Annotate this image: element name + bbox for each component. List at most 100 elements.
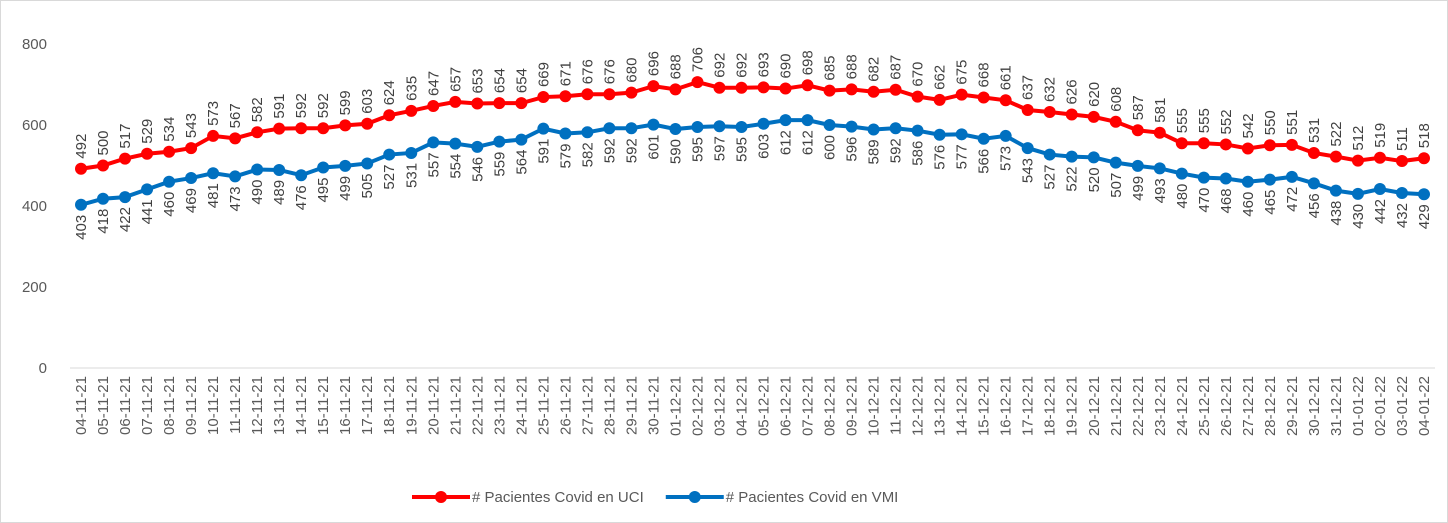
data-label: 442 <box>1372 199 1389 224</box>
x-tick-label: 04-12-21 <box>733 376 750 436</box>
x-tick-label: 27-11-21 <box>579 376 596 435</box>
x-tick-label: 30-12-21 <box>1306 376 1323 436</box>
point <box>251 163 264 176</box>
x-tick-label: 20-11-21 <box>425 376 442 435</box>
data-label: 599 <box>337 90 354 115</box>
data-label: 669 <box>535 62 552 87</box>
data-label: 490 <box>249 180 266 205</box>
point <box>163 145 176 158</box>
data-label: 592 <box>623 138 640 163</box>
data-label: 706 <box>689 47 706 72</box>
x-tick-label: 03-12-21 <box>711 376 728 436</box>
point <box>163 175 176 188</box>
x-tick-label: 18-11-21 <box>381 376 398 435</box>
y-tick-label: 800 <box>22 36 47 53</box>
point <box>1021 142 1034 155</box>
data-label: 564 <box>513 150 530 175</box>
data-label: 555 <box>1174 108 1191 133</box>
point <box>1131 124 1144 137</box>
point <box>999 94 1012 107</box>
data-label: 676 <box>601 59 618 84</box>
x-tick-label: 31-12-21 <box>1328 376 1345 436</box>
legend-label: # Pacientes Covid en VMI <box>726 489 899 506</box>
data-label: 441 <box>139 199 156 224</box>
point <box>867 123 880 136</box>
point <box>471 97 484 110</box>
point <box>889 122 902 135</box>
point <box>1087 110 1100 123</box>
x-tick-label: 07-11-21 <box>139 376 156 435</box>
point <box>581 88 594 101</box>
point <box>559 127 572 140</box>
data-label: 460 <box>1240 192 1257 217</box>
data-label: 654 <box>513 68 530 93</box>
x-tick-label: 22-12-21 <box>1130 376 1147 436</box>
point <box>955 128 968 141</box>
point <box>691 76 704 89</box>
data-label: 527 <box>1042 165 1059 190</box>
point <box>1219 138 1232 151</box>
data-label: 518 <box>1416 123 1433 148</box>
point <box>493 135 506 148</box>
data-label: 680 <box>623 58 640 83</box>
x-tick-label: 09-11-21 <box>183 376 200 435</box>
point <box>141 147 154 160</box>
point <box>471 140 484 153</box>
point <box>515 133 528 146</box>
data-label: 546 <box>469 157 486 182</box>
data-label: 653 <box>469 69 486 94</box>
data-label: 573 <box>205 101 222 126</box>
x-tick-label: 23-11-21 <box>491 376 508 435</box>
data-label: 511 <box>1394 127 1411 151</box>
legend-marker <box>688 491 701 503</box>
x-tick-label: 30-11-21 <box>645 376 662 435</box>
data-label: 626 <box>1064 79 1081 104</box>
point <box>1329 150 1342 163</box>
data-label: 596 <box>844 137 861 162</box>
x-tick-label: 03-01-22 <box>1394 376 1411 436</box>
point <box>603 122 616 135</box>
data-label: 470 <box>1196 188 1213 213</box>
data-label: 688 <box>844 54 861 79</box>
data-label: 591 <box>271 94 288 119</box>
data-label: 592 <box>293 93 310 118</box>
point <box>1175 137 1188 150</box>
point <box>1065 150 1078 163</box>
x-tick-label: 04-11-21 <box>73 376 90 435</box>
x-tick-label: 21-11-21 <box>447 376 464 435</box>
data-label: 492 <box>73 134 90 159</box>
point <box>97 192 110 205</box>
data-label: 505 <box>359 173 376 198</box>
point <box>1307 177 1320 190</box>
x-tick-label: 12-11-21 <box>249 376 266 435</box>
data-label: 635 <box>403 76 420 101</box>
x-tick-label: 01-12-21 <box>667 376 684 436</box>
point <box>1351 154 1364 167</box>
point <box>933 128 946 141</box>
data-label: 499 <box>1130 176 1147 201</box>
point <box>757 117 770 130</box>
point <box>977 132 990 145</box>
x-tick-label: 28-12-21 <box>1262 376 1279 436</box>
data-label: 661 <box>998 65 1015 90</box>
data-label: 527 <box>381 165 398 190</box>
data-label: 698 <box>800 50 817 75</box>
y-tick-label: 0 <box>39 360 47 377</box>
x-tick-label: 15-11-21 <box>315 376 332 435</box>
data-label: 603 <box>359 89 376 114</box>
point <box>1197 137 1210 150</box>
point <box>581 126 594 139</box>
point <box>273 163 286 176</box>
point <box>361 157 374 170</box>
data-label: 582 <box>579 142 596 167</box>
x-tick-label: 13-11-21 <box>271 376 288 435</box>
point <box>1351 187 1364 200</box>
point <box>823 84 836 97</box>
point <box>625 122 638 135</box>
x-tick-label: 02-12-21 <box>689 376 706 436</box>
data-label: 685 <box>822 56 839 81</box>
x-tick-label: 04-01-22 <box>1416 376 1433 436</box>
data-label: 620 <box>1086 82 1103 107</box>
point <box>97 159 110 172</box>
